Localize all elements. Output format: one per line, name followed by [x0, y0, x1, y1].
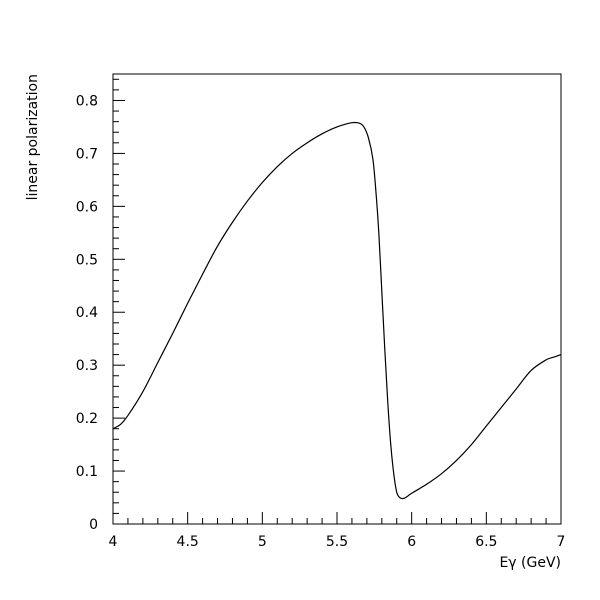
- y-tick-label: 0.8: [76, 93, 98, 109]
- y-tick-label: 0.6: [76, 199, 98, 215]
- series-group: [112, 121, 562, 500]
- x-tick-label: 5: [258, 534, 267, 550]
- x-tick-label: 6.5: [475, 534, 497, 550]
- series-line-0: [112, 121, 562, 500]
- x-tick-label: 6: [407, 534, 416, 550]
- y-axis-label: linear polarization: [25, 74, 41, 200]
- y-tick-label: 0: [89, 517, 98, 533]
- y-tick-label: 0.5: [76, 252, 98, 268]
- x-axis: 4 4.5 5 5.5 6 6.5 7: [109, 512, 566, 550]
- x-tick-label: 7: [557, 534, 566, 550]
- plot-frame: [112, 73, 562, 525]
- y-tick-label: 0.1: [76, 464, 98, 480]
- x-tick-label: 4.5: [177, 534, 199, 550]
- y-tick-label: 0.7: [76, 146, 98, 162]
- y-tick-label: 0.4: [76, 305, 98, 321]
- y-axis: 0 0.1 0.2 0.3 0.4 0.5 0.6 0.7 0.8: [76, 78, 125, 533]
- x-tick-label: 4: [109, 534, 118, 550]
- y-tick-label: 0.2: [76, 411, 98, 427]
- y-tick-label: 0.3: [76, 358, 98, 374]
- x-axis-label: Eγ (GeV): [499, 555, 561, 571]
- x-tick-label: 5.5: [326, 534, 348, 550]
